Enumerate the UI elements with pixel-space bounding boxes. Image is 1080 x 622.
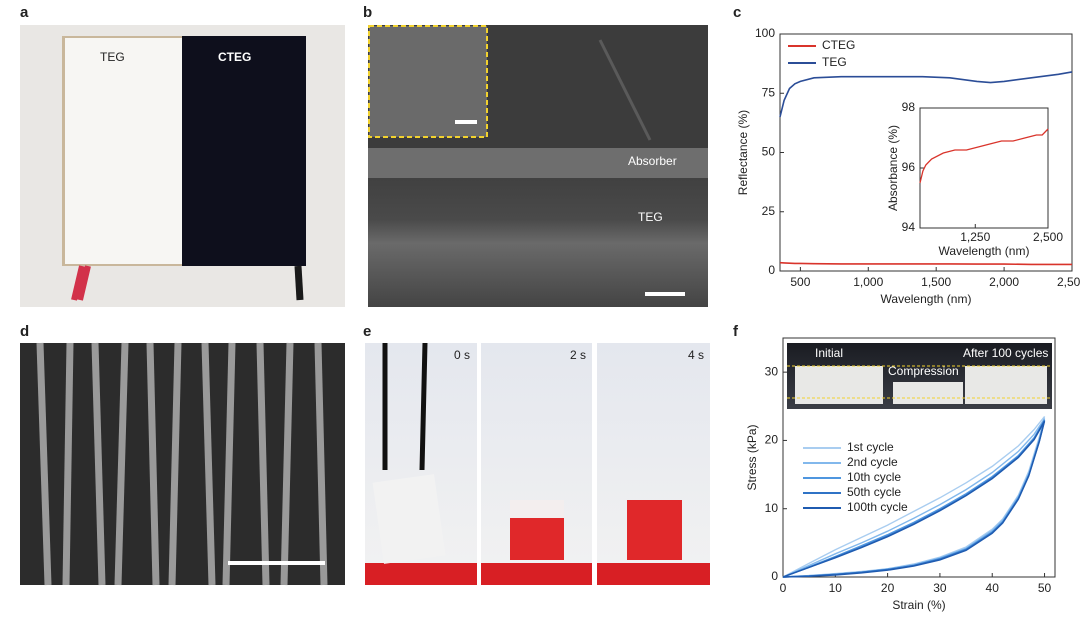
x-tick-label: 20 xyxy=(881,581,895,595)
panel-letter: b xyxy=(363,4,372,21)
layer-label: TEG xyxy=(638,210,663,224)
photo-label: After 100 cycles xyxy=(963,346,1048,360)
layer-label: Absorber xyxy=(628,154,677,168)
legend-label: 100th cycle xyxy=(847,500,908,514)
photo-label: Compression xyxy=(888,364,959,378)
x-tick-label: 10 xyxy=(829,581,843,595)
axes-frame xyxy=(782,337,1056,578)
x-axis-label: Strain (%) xyxy=(892,598,945,612)
x-axis-label: Wavelength (nm) xyxy=(881,292,972,306)
x-tick-label: 1,500 xyxy=(921,275,951,289)
time-label: 2 s xyxy=(570,348,586,362)
sem-d xyxy=(20,342,345,586)
photo-label: CTEG xyxy=(218,50,251,64)
y-tick-label: 75 xyxy=(762,85,776,99)
inset-background xyxy=(920,108,1048,228)
x-tick-label: 2,000 xyxy=(989,275,1019,289)
x-tick-label: 1,250 xyxy=(960,230,990,244)
y-tick-label: 25 xyxy=(762,204,776,218)
series-line xyxy=(779,261,1072,266)
y-tick-label: 30 xyxy=(765,364,779,378)
y-tick-label: 96 xyxy=(902,160,916,174)
y-axis-label: Reflectance (%) xyxy=(736,110,750,195)
panel-letter: a xyxy=(20,4,29,21)
y-tick-label: 100 xyxy=(755,26,775,40)
y-axis-label: Stress (kPa) xyxy=(745,424,759,490)
x-tick-label: 2,500 xyxy=(1033,230,1063,244)
sem-b: Absorber TEG xyxy=(368,25,708,307)
x-axis-label: Wavelength (nm) xyxy=(939,244,1030,258)
panel-letter: d xyxy=(20,323,29,340)
x-tick-label: 30 xyxy=(933,581,947,595)
photo-label: Initial xyxy=(815,346,843,360)
time-label: 4 s xyxy=(688,348,704,362)
x-tick-label: 0 xyxy=(780,581,787,595)
legend-label: 2nd cycle xyxy=(847,455,898,469)
series-line xyxy=(782,420,1046,578)
y-tick-label: 98 xyxy=(902,100,916,114)
series-line xyxy=(782,420,1046,578)
panel-letter: f xyxy=(733,323,739,340)
panel-letter: c xyxy=(733,4,741,21)
x-tick-label: 2,500 xyxy=(1057,275,1080,289)
panel-letter: e xyxy=(363,323,371,340)
y-axis-label: Absorbance (%) xyxy=(886,125,900,211)
series-line xyxy=(919,128,1049,184)
photo-a: TEG CTEG xyxy=(20,25,345,307)
y-tick-label: 50 xyxy=(762,145,776,159)
legend-label: 10th cycle xyxy=(847,470,901,484)
series-line xyxy=(782,418,1046,578)
y-tick-label: 0 xyxy=(771,569,778,583)
photo-f: Initial Compression After 100 cycles xyxy=(787,343,1052,409)
y-tick-label: 0 xyxy=(768,263,775,277)
y-tick-label: 94 xyxy=(902,220,916,234)
photo-label: TEG xyxy=(100,50,125,64)
time-label: 0 s xyxy=(454,348,470,362)
series-line xyxy=(779,71,1073,118)
x-tick-label: 50 xyxy=(1038,581,1052,595)
x-tick-label: 1,000 xyxy=(853,275,883,289)
legend-label: TEG xyxy=(822,55,847,69)
series-line xyxy=(782,419,1046,578)
y-tick-label: 10 xyxy=(765,501,779,515)
x-tick-label: 500 xyxy=(790,275,810,289)
legend-label: 50th cycle xyxy=(847,485,901,499)
legend-label: CTEG xyxy=(822,38,855,52)
x-tick-label: 40 xyxy=(986,581,1000,595)
photo-e: 0 s 2 s 4 s xyxy=(365,342,710,585)
series-line xyxy=(782,416,1046,578)
y-tick-label: 20 xyxy=(765,433,779,447)
legend-label: 1st cycle xyxy=(847,440,894,454)
